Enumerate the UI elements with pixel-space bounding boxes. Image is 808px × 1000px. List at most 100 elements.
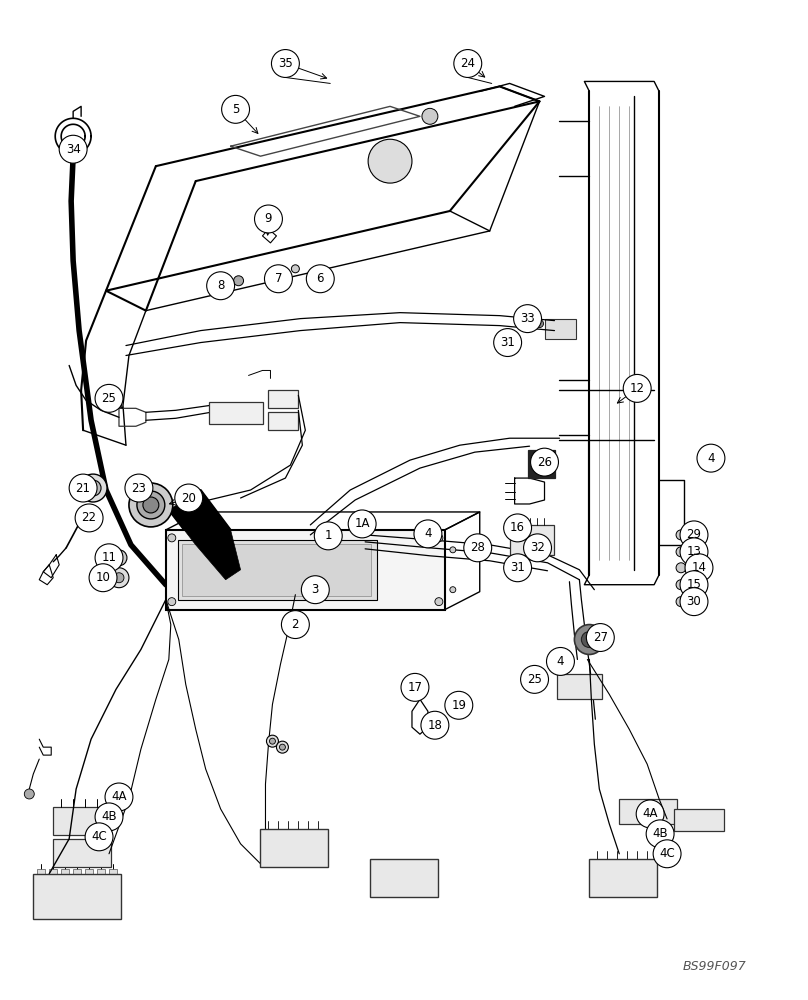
Circle shape <box>168 598 176 606</box>
Circle shape <box>168 534 176 542</box>
Text: 10: 10 <box>95 571 111 584</box>
Circle shape <box>137 491 165 519</box>
Circle shape <box>653 840 681 868</box>
Text: 4: 4 <box>707 452 715 465</box>
Circle shape <box>574 625 604 654</box>
Text: 19: 19 <box>452 699 466 712</box>
Circle shape <box>503 514 532 542</box>
Text: 4A: 4A <box>642 807 658 820</box>
Circle shape <box>85 823 113 851</box>
Circle shape <box>75 504 103 532</box>
Circle shape <box>676 563 686 573</box>
Circle shape <box>24 789 34 799</box>
Polygon shape <box>169 490 241 580</box>
Text: 9: 9 <box>265 212 272 225</box>
Circle shape <box>255 205 283 233</box>
Text: 32: 32 <box>530 541 545 554</box>
Text: 4A: 4A <box>112 790 127 803</box>
Circle shape <box>95 803 123 831</box>
Circle shape <box>111 550 127 566</box>
Text: 31: 31 <box>510 561 525 574</box>
Text: 4: 4 <box>557 655 564 668</box>
Circle shape <box>292 265 299 273</box>
Circle shape <box>697 444 725 472</box>
Circle shape <box>676 580 686 590</box>
Circle shape <box>234 276 243 286</box>
Text: 4C: 4C <box>91 830 107 843</box>
Circle shape <box>105 783 133 811</box>
Bar <box>37 869 45 877</box>
Circle shape <box>676 597 686 607</box>
Circle shape <box>680 571 708 599</box>
Text: 4B: 4B <box>101 810 117 823</box>
Circle shape <box>401 673 429 701</box>
Circle shape <box>520 665 549 693</box>
Bar <box>589 859 657 897</box>
Circle shape <box>95 384 123 412</box>
Circle shape <box>175 484 203 512</box>
Text: 3: 3 <box>312 583 319 596</box>
Text: 4: 4 <box>424 527 431 540</box>
Text: 20: 20 <box>181 492 196 505</box>
Text: 1: 1 <box>325 529 332 542</box>
Text: 31: 31 <box>500 336 515 349</box>
Circle shape <box>685 554 713 582</box>
Bar <box>53 807 111 835</box>
Circle shape <box>129 483 173 527</box>
Text: 8: 8 <box>217 279 225 292</box>
Bar <box>268 412 298 430</box>
Circle shape <box>224 281 234 291</box>
Circle shape <box>59 135 87 163</box>
Text: 25: 25 <box>527 673 542 686</box>
Circle shape <box>276 741 288 753</box>
Bar <box>109 869 117 877</box>
Text: 16: 16 <box>510 521 525 534</box>
Text: 4B: 4B <box>652 827 668 840</box>
Circle shape <box>503 554 532 582</box>
Bar <box>178 540 377 600</box>
Circle shape <box>269 738 276 744</box>
Circle shape <box>445 691 473 719</box>
Text: 12: 12 <box>629 382 645 395</box>
Text: 21: 21 <box>76 482 90 495</box>
Circle shape <box>494 329 522 356</box>
Circle shape <box>514 305 541 333</box>
Circle shape <box>646 820 674 848</box>
Text: 35: 35 <box>278 57 292 70</box>
Circle shape <box>368 139 412 183</box>
Text: 33: 33 <box>520 312 535 325</box>
Circle shape <box>435 598 443 606</box>
Circle shape <box>281 269 289 277</box>
Circle shape <box>264 265 292 293</box>
Circle shape <box>676 530 686 540</box>
Circle shape <box>680 521 708 549</box>
Text: 22: 22 <box>82 511 97 524</box>
Circle shape <box>221 95 250 123</box>
Text: 1A: 1A <box>355 517 370 530</box>
Circle shape <box>125 474 153 502</box>
Circle shape <box>454 50 482 77</box>
Circle shape <box>587 624 614 651</box>
Bar <box>53 839 111 867</box>
Circle shape <box>464 534 492 562</box>
Circle shape <box>79 474 107 502</box>
Circle shape <box>69 474 97 502</box>
Text: 27: 27 <box>593 631 608 644</box>
Text: 5: 5 <box>232 103 239 116</box>
Bar <box>74 869 81 877</box>
Text: 30: 30 <box>687 595 701 608</box>
Circle shape <box>143 497 159 513</box>
Text: 26: 26 <box>537 456 552 469</box>
Circle shape <box>450 587 456 593</box>
Text: 34: 34 <box>65 143 81 156</box>
Circle shape <box>85 480 101 496</box>
Bar <box>558 674 602 699</box>
Text: 6: 6 <box>317 272 324 285</box>
Circle shape <box>95 544 123 572</box>
Text: 28: 28 <box>470 541 485 554</box>
Circle shape <box>114 573 124 583</box>
Circle shape <box>435 534 443 542</box>
Text: 4C: 4C <box>659 847 675 860</box>
Bar <box>674 809 724 831</box>
Bar <box>33 874 121 919</box>
